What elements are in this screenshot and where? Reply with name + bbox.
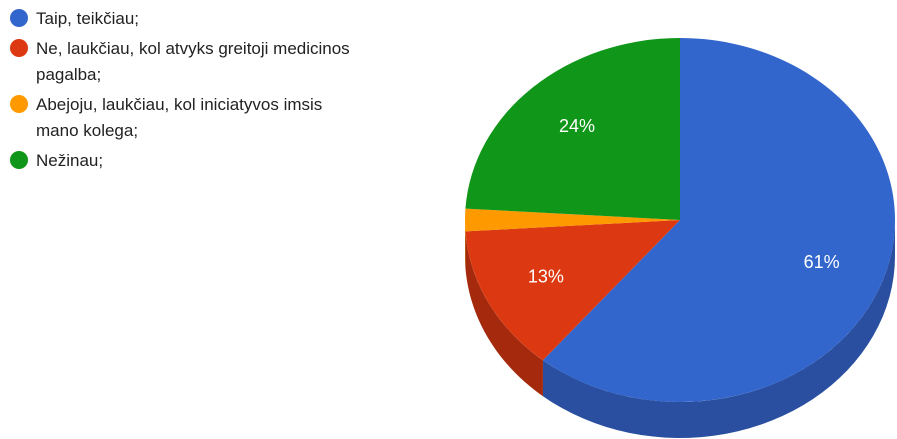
legend-swatch-blue <box>10 9 28 27</box>
legend-swatch-red <box>10 39 28 57</box>
slice-label-3: 24% <box>559 116 595 136</box>
pie-side-1 <box>465 231 543 397</box>
pie-slice-0 <box>542 37 896 402</box>
legend-swatch-orange <box>10 95 28 113</box>
pie-side-0 <box>542 220 895 438</box>
legend-swatch-green <box>10 151 28 169</box>
legend-item-ne: Ne, laukčiau, kol atvyks greitoji medici… <box>10 36 390 88</box>
pie-slice-3 <box>465 38 680 220</box>
legend-item-taip: Taip, teikčiau; <box>10 6 390 32</box>
legend-label: Taip, teikčiau; <box>36 9 139 28</box>
legend-label: Ne, laukčiau, kol atvyks greitoji medici… <box>36 39 350 84</box>
slice-label-0: 61% <box>804 252 840 272</box>
chart-legend: Taip, teikčiau; Ne, laukčiau, kol atvyks… <box>10 6 390 178</box>
legend-label: Nežinau; <box>36 151 104 170</box>
pie-slice-2 <box>464 208 680 232</box>
legend-item-abejoju: Abejoju, laukčiau, kol iniciatyvos imsis… <box>10 92 390 144</box>
legend-label: Abejoju, laukčiau, kol iniciatyvos imsis… <box>36 95 323 140</box>
slice-label-1: 13% <box>528 267 564 287</box>
legend-item-nezinau: Nežinau; <box>10 148 390 174</box>
pie-slice-1 <box>465 220 680 361</box>
